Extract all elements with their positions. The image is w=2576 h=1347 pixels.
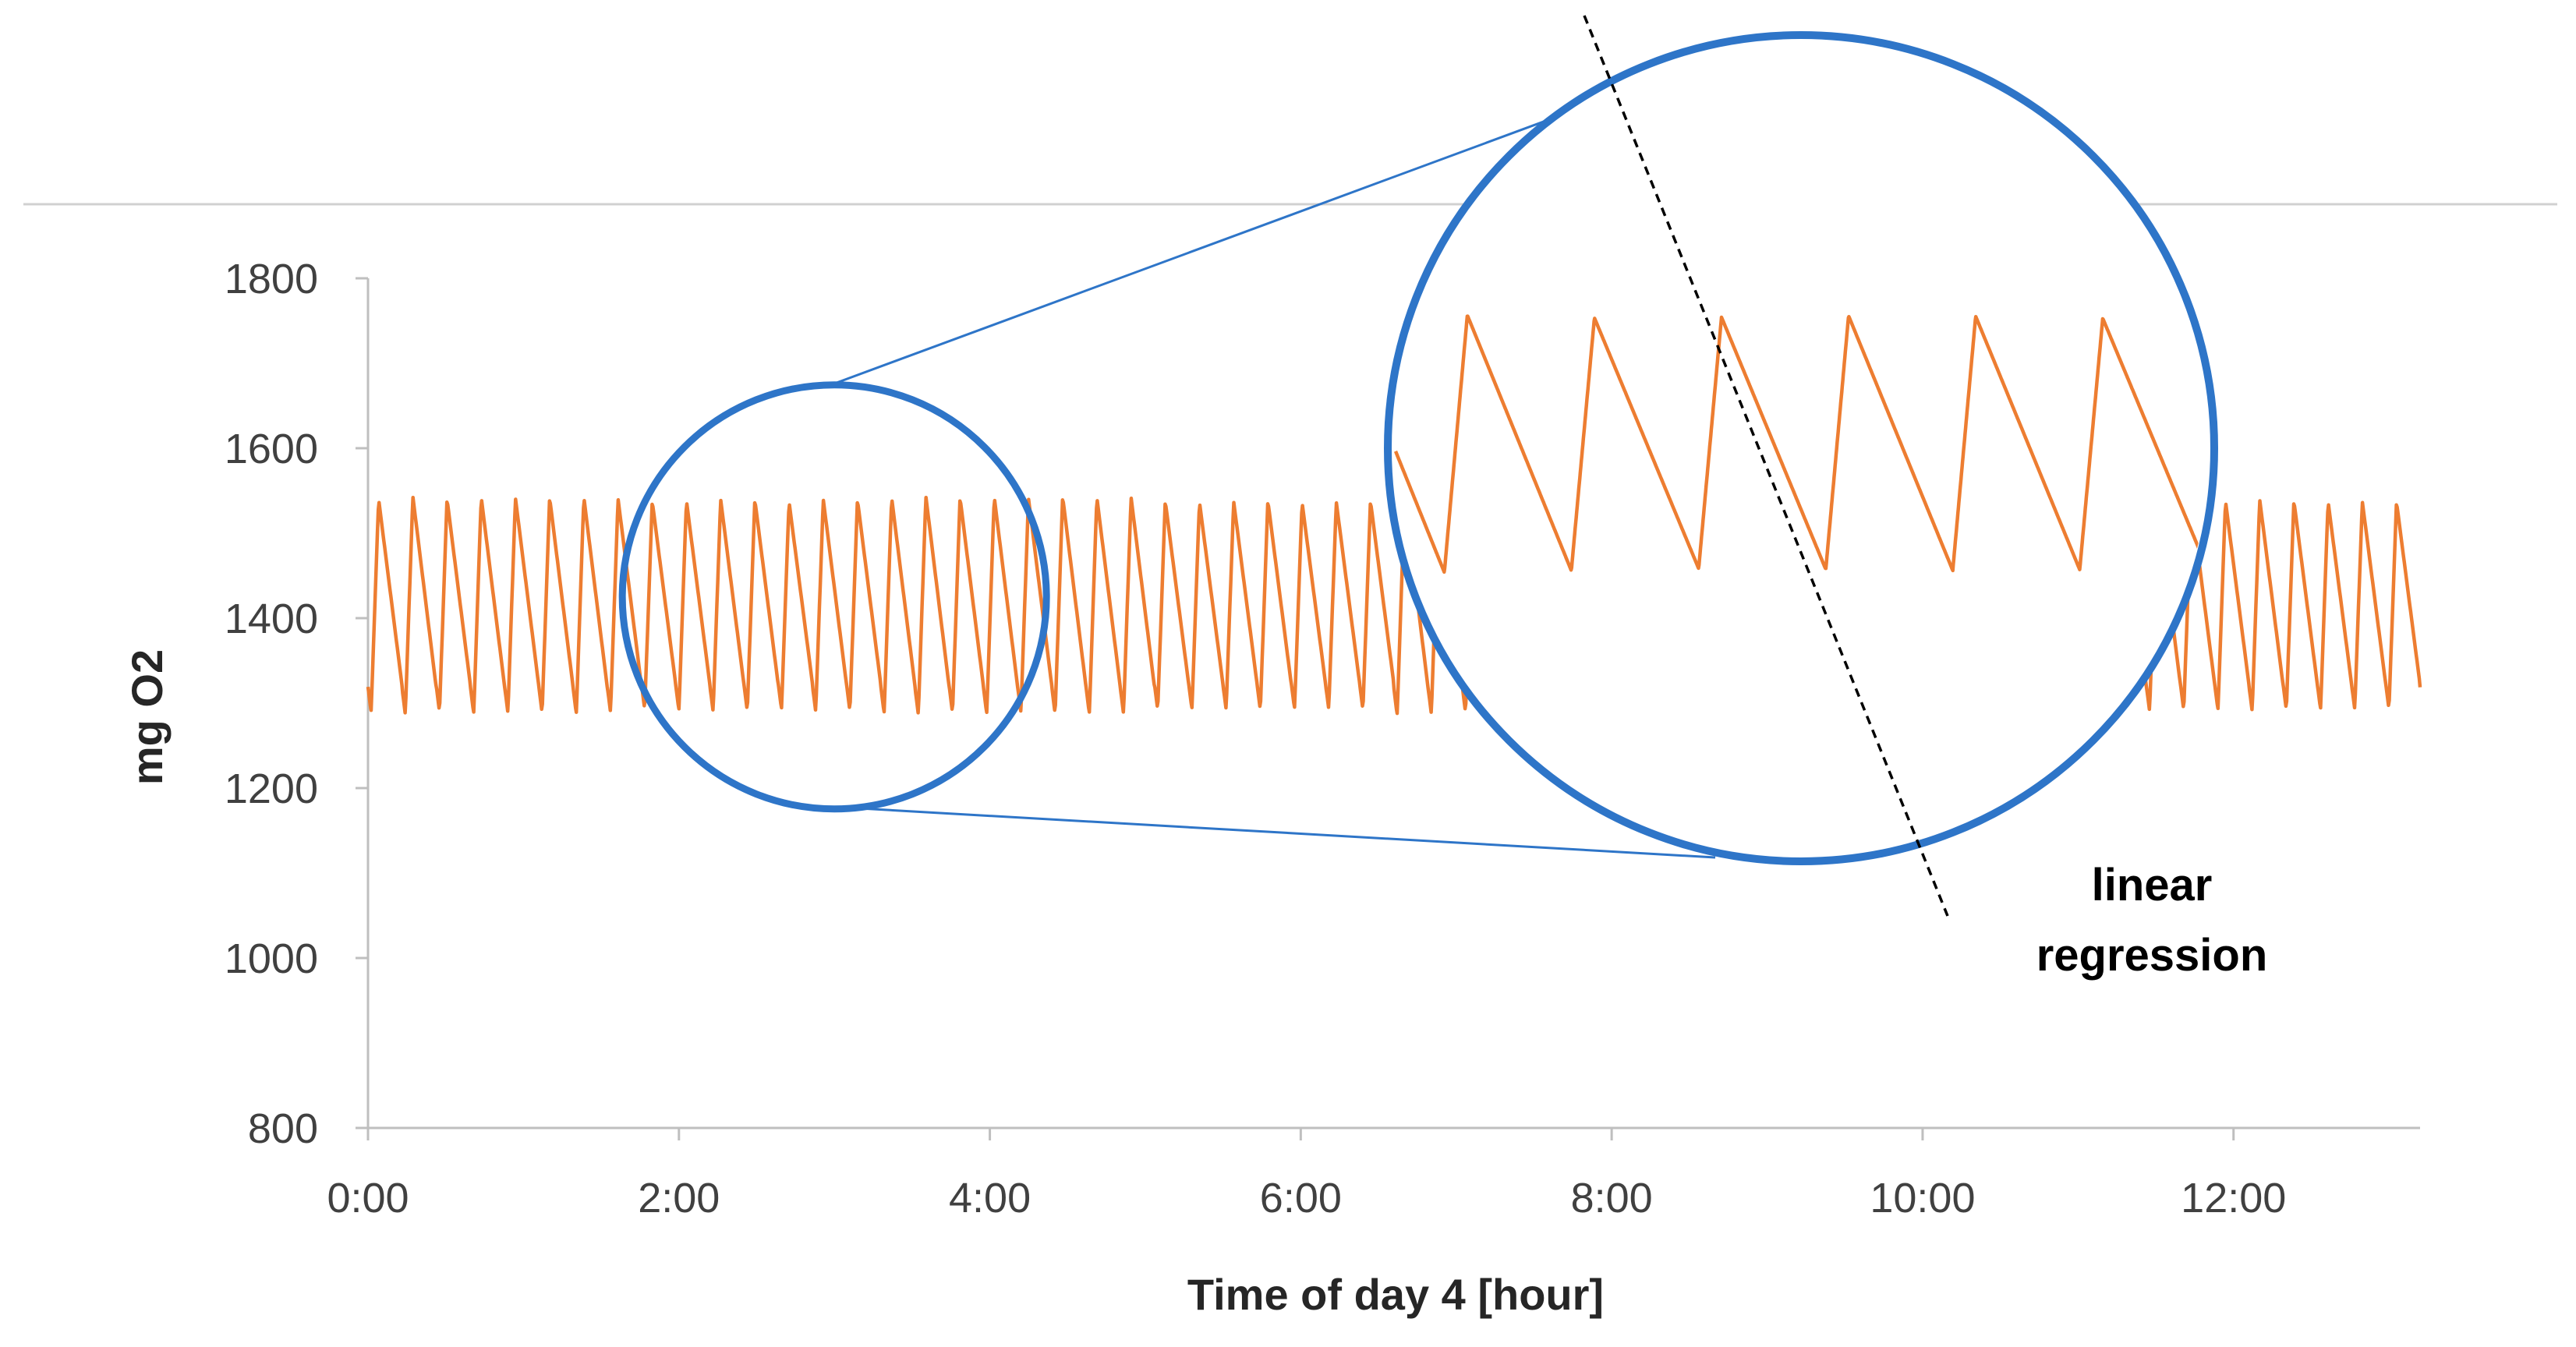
axes: 800 1000 1200 1400 1600 1800 0:00 2:00 4:00 6:00 8… xyxy=(225,256,2420,1221)
y-axis-title: mg O2 xyxy=(122,649,172,785)
annotation-regression: regression xyxy=(2036,930,2268,981)
y-tick-label: 1200 xyxy=(225,765,318,812)
annotation-linear: linear xyxy=(2092,860,2213,910)
x-axis-title: Time of day 4 [hour] xyxy=(1187,1270,1604,1319)
y-tick-label: 800 xyxy=(248,1105,318,1152)
connector-line-bottom xyxy=(842,806,1716,859)
inset-layer xyxy=(618,15,2218,917)
x-tick-label: 8:00 xyxy=(1571,1175,1653,1221)
x-tick-label: 0:00 xyxy=(327,1175,409,1221)
x-tick-label: 12:00 xyxy=(2181,1175,2286,1221)
magnifier-fill xyxy=(1388,35,2214,861)
magnified-series-line xyxy=(1393,314,2210,575)
y-tick-label: 1400 xyxy=(225,596,318,642)
y-tick-label: 1000 xyxy=(225,935,318,982)
y-tick-label: 1800 xyxy=(225,256,318,302)
source-circle xyxy=(618,381,1050,813)
y-tick-label: 1600 xyxy=(225,426,318,472)
x-tick-label: 6:00 xyxy=(1260,1175,1342,1221)
x-tick-label: 2:00 xyxy=(638,1175,720,1221)
connector-line-top xyxy=(826,72,1673,388)
x-tick-label: 10:00 xyxy=(1870,1175,1975,1221)
magnifier-circle xyxy=(1384,31,2218,865)
x-tick-label: 4:00 xyxy=(949,1175,1031,1221)
